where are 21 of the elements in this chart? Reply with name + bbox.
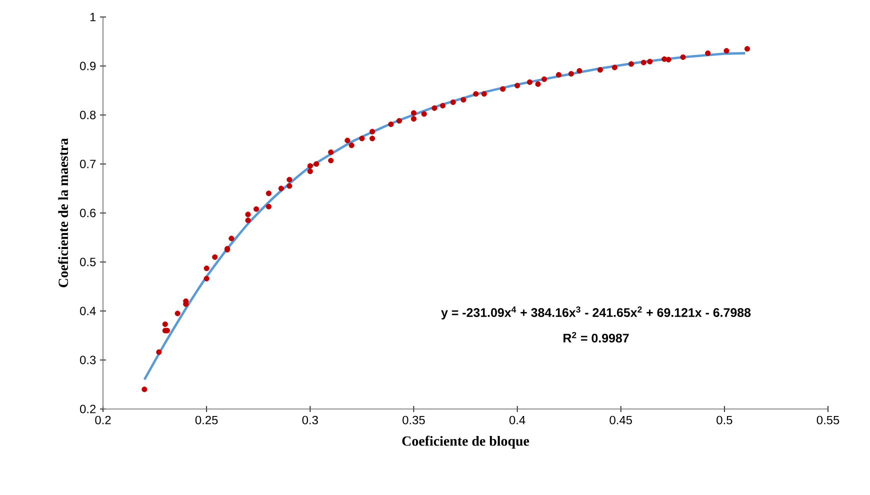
y-axis-title: Coeficiente de la maestra	[58, 138, 68, 288]
x-tick-label: 0.25	[195, 416, 218, 424]
y-tick-label: 0.4	[80, 306, 96, 316]
annotation: R$^{2}$ = 0.9987	[564, 332, 629, 343]
y-tick-label: 0.5	[80, 258, 96, 266]
x-tick-label: 0.2	[95, 416, 111, 424]
x-tick-label: 0.4	[509, 416, 526, 424]
y-tick-label: 0.7	[80, 160, 96, 168]
x-axis-title: Coeficiente de bloque	[402, 436, 530, 449]
x-tick-label: 0.45	[610, 416, 632, 424]
annotation: y = -231.09x$^{4}$ + 384.16x$^{3}$ - 241.65x$^{2}$ + 69.121x - 6.7988	[441, 306, 751, 320]
y-tick-label: 0.2	[80, 404, 96, 414]
x-tick-label: 0.5	[716, 416, 732, 424]
y-tick-label: 0.3	[80, 356, 96, 364]
x-tick-label: 0.3	[302, 416, 318, 424]
y-tick-label: 0.9	[80, 62, 96, 70]
y-tick-label: 1	[90, 12, 96, 22]
x-tick-label: 0.55	[816, 416, 840, 424]
y-tick-label: 0.6	[80, 208, 96, 218]
x-tick-label: 0.35	[402, 416, 425, 424]
y-tick-label: 0.8	[80, 110, 96, 120]
